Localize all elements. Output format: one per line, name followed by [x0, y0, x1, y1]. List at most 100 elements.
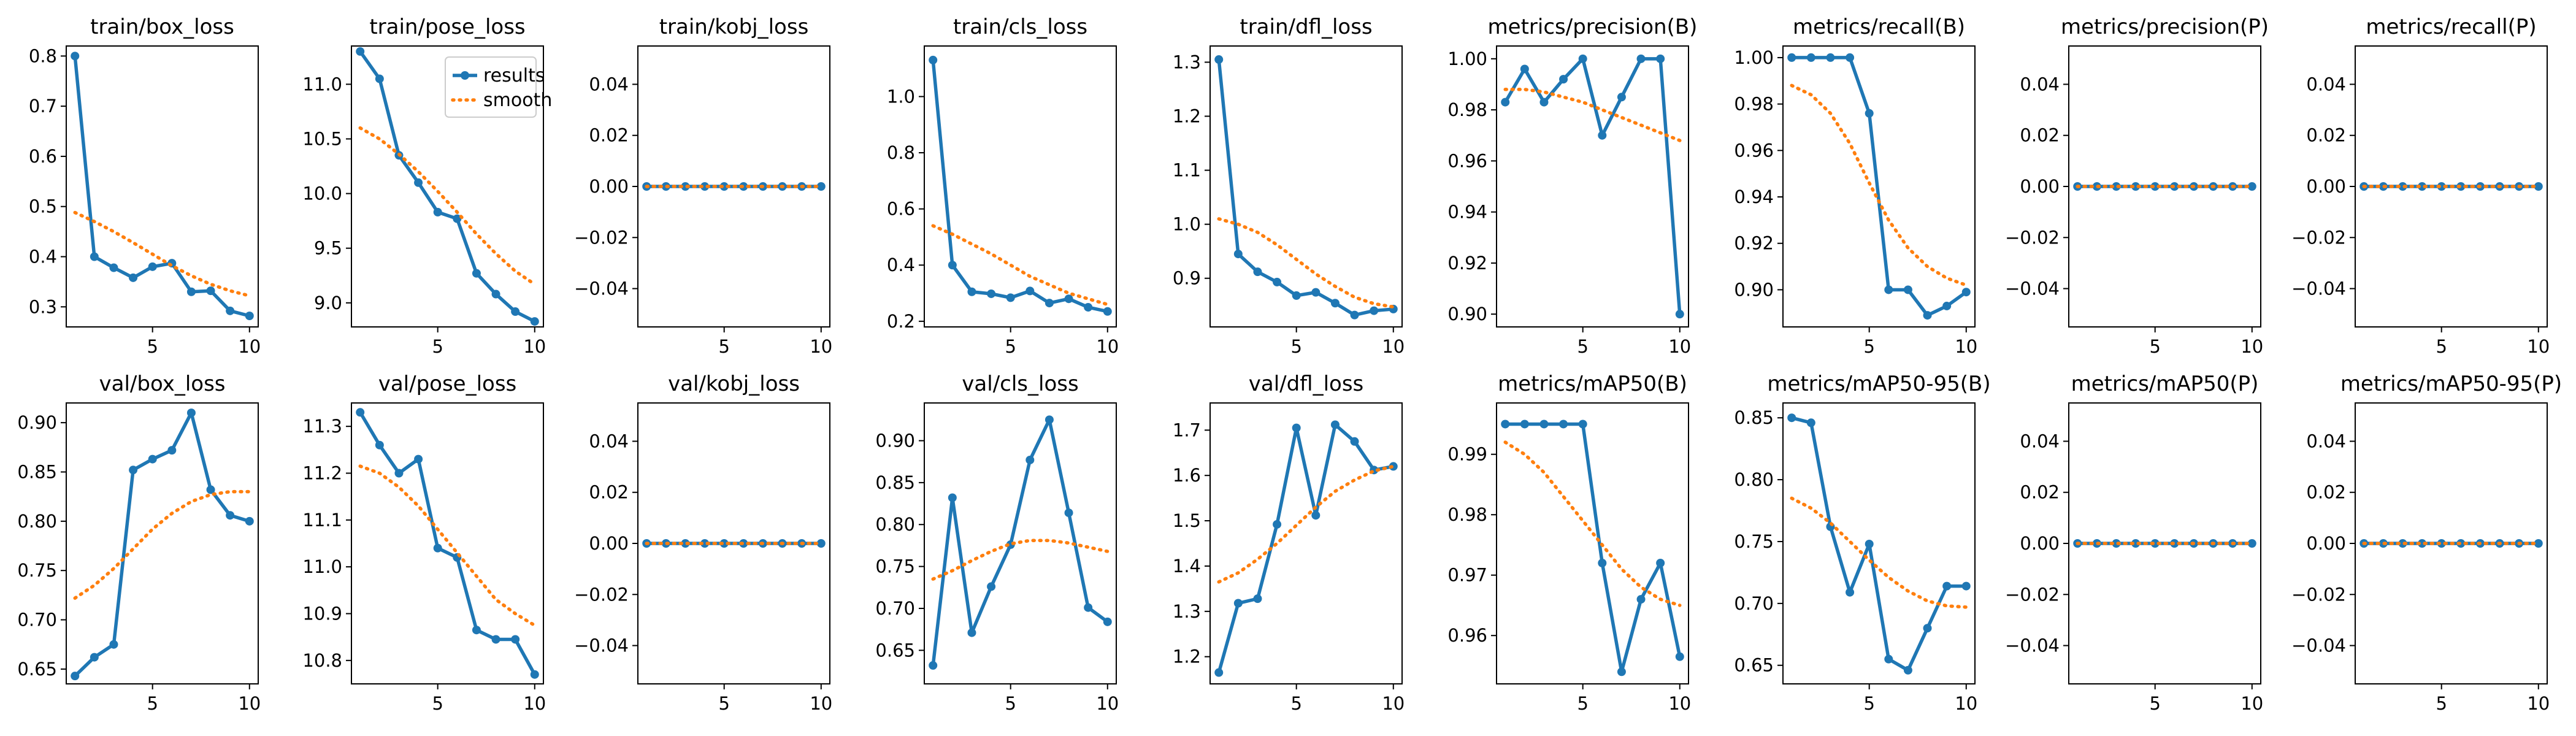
results-point	[1636, 54, 1646, 63]
y-tick-label: 0.04	[2020, 74, 2060, 94]
results-point	[1636, 595, 1646, 604]
subplot-title: metrics/precision(B)	[1488, 15, 1698, 39]
legend-results-label: results	[483, 65, 545, 86]
x-tick-label: 10	[2241, 693, 2263, 714]
results-point	[2150, 539, 2160, 548]
x-tick-label: 10	[1382, 336, 1405, 357]
smooth-series-line	[931, 539, 1110, 581]
results-point	[2534, 539, 2543, 548]
subplot-title: val/dfl_loss	[1249, 372, 1364, 396]
results-point	[1064, 294, 1073, 304]
results-point	[1025, 455, 1035, 464]
results-point	[1656, 559, 1665, 568]
y-tick-label: −0.02	[2005, 584, 2060, 605]
y-tick-label: 0.75	[1734, 531, 1774, 552]
y-tick-label: 0.6	[29, 146, 57, 167]
results-point	[356, 47, 365, 56]
axes-frame	[1209, 45, 1403, 328]
results-point	[472, 269, 481, 278]
subplot-title: train/dfl_loss	[1240, 15, 1372, 39]
y-tick-label: 0.02	[2020, 125, 2060, 146]
x-tick-label: 5	[2149, 693, 2160, 714]
results-point	[2418, 182, 2427, 191]
results-point	[1501, 98, 1510, 107]
y-tick-label: 11.1	[302, 510, 342, 531]
results-series-line	[358, 411, 537, 676]
x-tick-label: 5	[2436, 693, 2447, 714]
x-tick-label: 5	[2436, 336, 2447, 357]
results-point	[1214, 668, 1224, 677]
results-point	[90, 653, 99, 662]
x-tick-label: 5	[1005, 336, 1016, 357]
results-point	[1942, 581, 1952, 591]
results-point	[375, 74, 384, 83]
results-point	[929, 55, 938, 64]
results-point	[2131, 539, 2141, 548]
results-point	[1675, 652, 1684, 661]
x-tick-label: 10	[1096, 693, 1119, 714]
y-tick-label: 0.02	[2306, 482, 2346, 503]
x-tick-label: 5	[1577, 693, 1588, 714]
y-tick-label: 0.9	[1173, 268, 1201, 289]
results-point	[816, 182, 826, 191]
results-point	[1350, 437, 1359, 446]
results-point	[356, 408, 365, 417]
results-point	[1350, 310, 1359, 320]
y-tick-label: 0.90	[17, 412, 57, 433]
results-point	[948, 261, 957, 270]
smooth-series-line	[1503, 440, 1682, 607]
results-point	[1084, 302, 1093, 312]
results-point	[511, 635, 520, 644]
y-tick-label: 0.00	[2306, 533, 2346, 554]
y-tick-label: 0.8	[29, 45, 57, 66]
results-point	[1846, 588, 1855, 597]
results-point	[1961, 288, 1971, 297]
results-point	[90, 252, 99, 261]
y-tick-label: 0.98	[1447, 504, 1487, 525]
x-tick-label: 10	[523, 336, 546, 357]
results-point	[1330, 420, 1340, 429]
y-tick-label: 0.99	[1447, 444, 1487, 465]
y-tick-label: 0.65	[875, 640, 915, 661]
y-tick-label: 10.0	[302, 183, 342, 204]
results-point	[1806, 53, 1815, 62]
results-series-line	[1791, 416, 1966, 672]
results-point	[511, 307, 520, 316]
results-point	[1942, 301, 1952, 310]
results-point	[1865, 109, 1874, 118]
legend: results smooth	[445, 56, 552, 118]
results-series-line	[1505, 422, 1682, 674]
y-tick-label: 11.2	[302, 463, 342, 484]
results-point	[1598, 131, 1607, 140]
results-point	[681, 182, 690, 191]
results-series-line	[358, 50, 536, 323]
smooth-series-line	[73, 210, 251, 298]
y-tick-label: 0.80	[17, 511, 57, 532]
smooth-series-line	[1217, 464, 1395, 584]
y-tick-label: 0.92	[1447, 253, 1487, 274]
subplot-title: train/cls_loss	[953, 15, 1087, 39]
y-tick-label: 1.1	[1173, 160, 1201, 181]
axes-frame	[1496, 402, 1689, 684]
y-tick-label: 11.0	[302, 556, 342, 577]
y-tick-label: 0.8	[887, 142, 915, 163]
x-tick-label: 10	[810, 336, 832, 357]
results-series-line	[74, 411, 250, 678]
y-tick-label: −0.02	[574, 227, 629, 248]
y-tick-label: 9.0	[314, 293, 342, 313]
y-tick-label: 1.00	[1734, 47, 1774, 68]
results-point	[1578, 54, 1587, 63]
results-point	[1578, 420, 1587, 429]
results-point	[1923, 311, 1932, 320]
y-tick-label: −0.04	[2291, 635, 2346, 656]
x-tick-label: 5	[147, 693, 158, 714]
results-point	[1025, 286, 1035, 296]
results-point	[530, 317, 539, 326]
y-tick-label: 1.7	[1173, 420, 1201, 440]
y-tick-label: 0.02	[2306, 125, 2346, 146]
y-tick-label: 0.65	[17, 659, 57, 680]
y-tick-label: 0.96	[1447, 150, 1487, 171]
results-point	[129, 466, 138, 475]
results-point	[206, 485, 215, 494]
subplot-metrics-recall-p: metrics/recall(P) −0.04 −0.02 0.00 0.02 0.04 5…	[2291, 15, 2550, 357]
